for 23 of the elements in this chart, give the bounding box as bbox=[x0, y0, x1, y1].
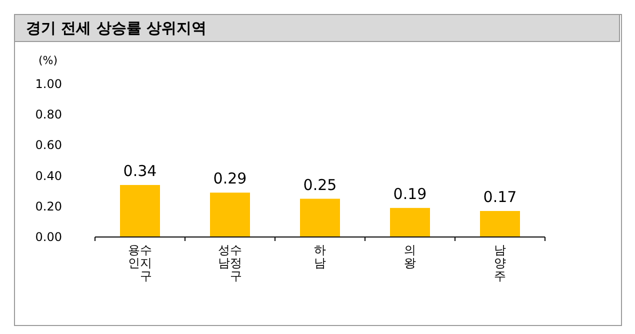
y-axis-title: (%) bbox=[38, 54, 58, 67]
bar bbox=[390, 208, 430, 237]
x-tick-label: 용인 수지구 bbox=[128, 243, 152, 283]
x-tick-label: 성남 수정구 bbox=[218, 243, 242, 283]
x-tick-label: 의왕 bbox=[404, 243, 416, 270]
bar bbox=[300, 198, 340, 237]
data-label: 0.29 bbox=[213, 170, 247, 188]
x-tick-label: 남양주 bbox=[494, 243, 506, 283]
data-label: 0.34 bbox=[123, 162, 157, 180]
data-label: 0.19 bbox=[393, 184, 427, 203]
y-tick-label: 0.80 bbox=[35, 108, 62, 122]
data-label: 0.17 bbox=[483, 188, 517, 206]
bar bbox=[210, 192, 250, 237]
y-tick-label: 0.20 bbox=[35, 199, 62, 214]
bar bbox=[120, 184, 160, 237]
y-tick-label: 1.00 bbox=[35, 77, 62, 91]
y-tick-label: 0.60 bbox=[35, 138, 62, 152]
chart-title: 경기 전세 상승률 상위지역 bbox=[26, 19, 207, 38]
x-tick-label: 하남 bbox=[314, 243, 326, 270]
y-tick-label: 0.00 bbox=[35, 230, 62, 244]
y-tick-label: 0.40 bbox=[35, 168, 62, 183]
bar bbox=[480, 210, 520, 237]
data-label: 0.25 bbox=[303, 176, 337, 194]
